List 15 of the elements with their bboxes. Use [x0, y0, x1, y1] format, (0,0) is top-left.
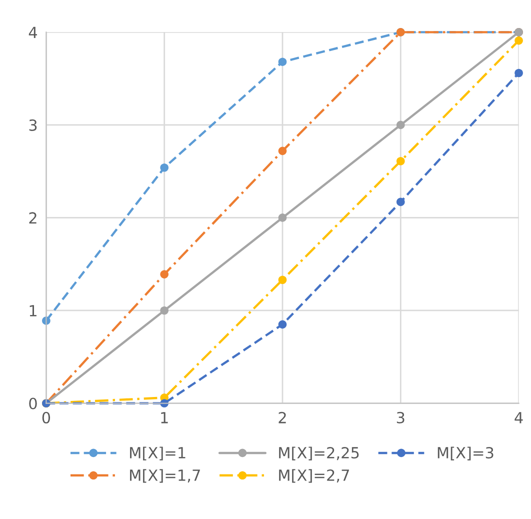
legend-label: M[X]=1,7 — [130, 469, 200, 483]
y-tick-label: 1 — [30, 305, 36, 316]
x-tick-label: 3 — [396, 412, 404, 424]
x-tick-label: 1 — [161, 412, 168, 424]
y-tick-label: 2 — [29, 212, 36, 224]
x-tick-label: 2 — [278, 412, 286, 424]
legend-label: M[X]=2,25 — [279, 446, 359, 460]
legend-label: M[X]=3 — [438, 446, 494, 460]
y-tick-label: 3 — [29, 119, 37, 131]
x-tick-label: 4 — [514, 412, 523, 424]
legend-label: M[X]=1 — [130, 446, 186, 460]
x-tick-label: 0 — [42, 412, 50, 424]
y-tick-label: 0 — [29, 398, 37, 410]
legend-label: M[X]=2,7 — [279, 469, 349, 483]
y-tick-label: 4 — [28, 26, 38, 38]
